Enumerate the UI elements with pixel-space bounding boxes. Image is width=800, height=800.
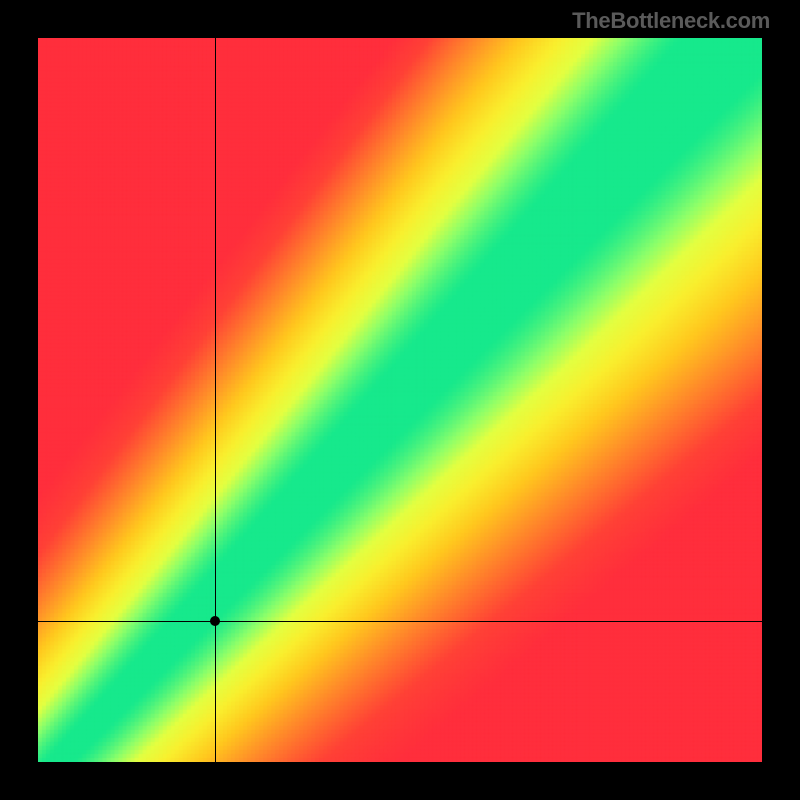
heatmap-canvas (38, 38, 762, 762)
watermark-text: TheBottleneck.com (572, 8, 770, 34)
plot-area (38, 38, 762, 762)
crosshair-vertical (215, 38, 216, 762)
crosshair-horizontal (38, 621, 762, 622)
chart-container: TheBottleneck.com (0, 0, 800, 800)
data-point-marker (210, 616, 220, 626)
